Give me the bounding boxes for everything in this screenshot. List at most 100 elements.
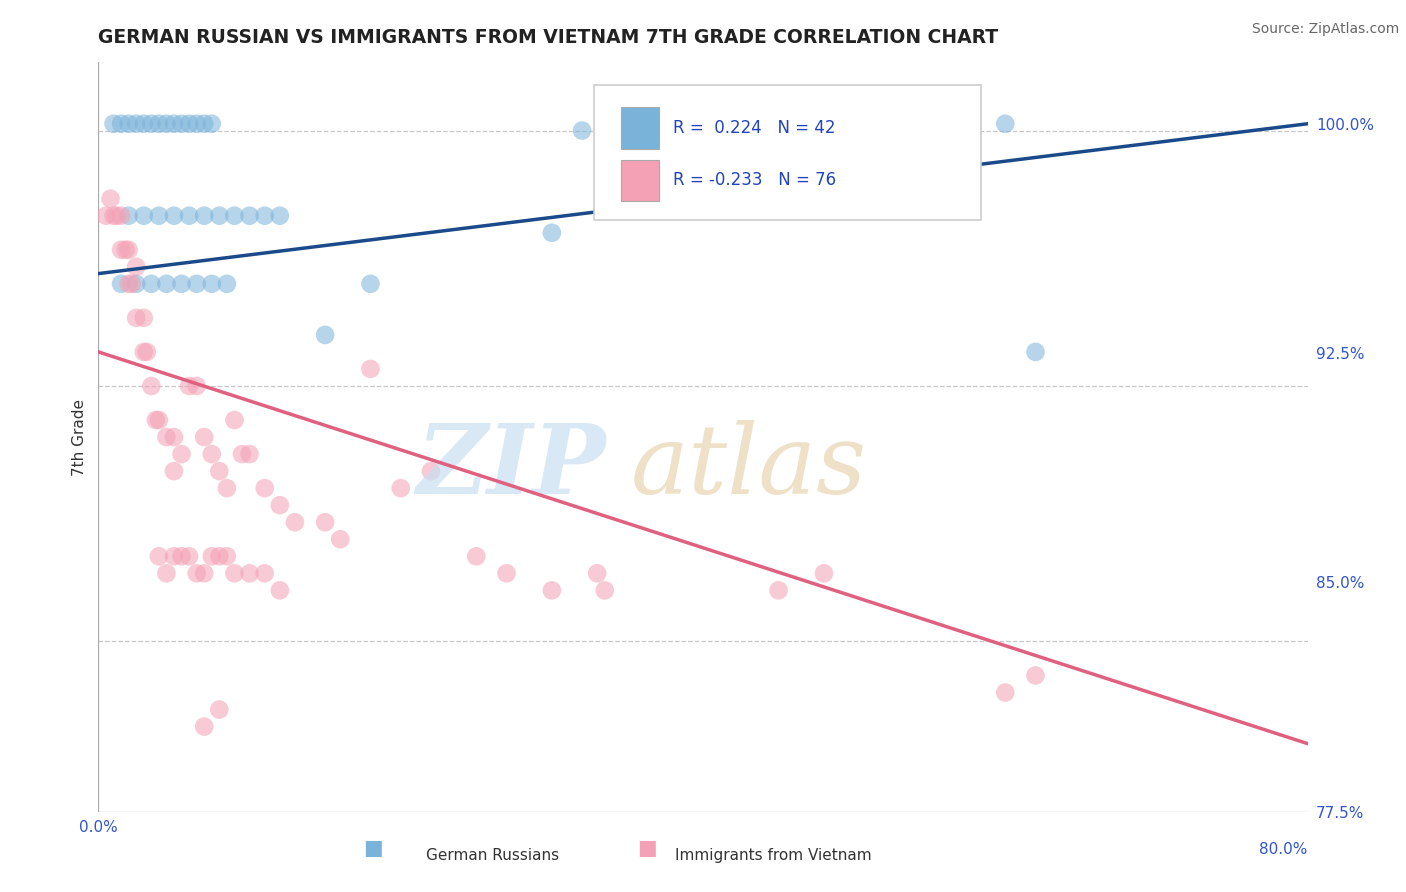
Point [215,481,238,495]
Point [593,583,616,598]
Text: R =  0.224   N = 42: R = 0.224 N = 42 [672,119,835,136]
Point [239,566,262,581]
Point [135,345,157,359]
Text: GERMAN RUSSIAN VS IMMIGRANTS FROM VIETNAM 7TH GRADE CORRELATION CHART: GERMAN RUSSIAN VS IMMIGRANTS FROM VIETNA… [98,28,998,47]
Point [314,515,336,529]
Point [231,447,253,461]
Point [586,566,609,581]
Point [389,481,412,495]
Point [360,277,382,291]
Point [314,327,336,342]
Point [253,209,276,223]
FancyBboxPatch shape [621,160,659,201]
Point [224,566,246,581]
Point [465,549,488,564]
Text: Immigrants from Vietnam: Immigrants from Vietnam [675,848,872,863]
Point [110,243,132,257]
Point [155,566,177,581]
Point [540,583,562,598]
Point [163,209,186,223]
Point [994,685,1017,699]
Point [118,243,141,257]
Point [269,498,291,512]
Point [132,209,155,223]
Y-axis label: 7th Grade: 7th Grade [72,399,87,475]
Point [103,117,125,131]
Text: ZIP: ZIP [416,420,606,514]
Point [132,117,155,131]
Point [193,117,215,131]
Point [540,226,562,240]
Point [163,549,186,564]
Point [329,533,352,547]
Point [224,209,246,223]
Point [125,277,148,291]
Point [768,583,790,598]
Point [155,430,177,444]
Point [179,117,201,131]
Point [201,117,224,131]
Point [186,566,208,581]
Point [253,566,276,581]
Text: atlas: atlas [630,420,866,514]
Point [170,277,193,291]
Point [420,464,443,478]
Point [141,117,163,131]
Point [155,117,177,131]
Point [208,209,231,223]
Point [148,549,170,564]
Text: German Russians: German Russians [426,848,558,863]
Point [201,549,224,564]
Point [269,209,291,223]
Point [163,464,186,478]
Point [170,117,193,131]
Point [201,277,224,291]
Point [110,209,132,223]
Point [141,277,163,291]
Point [179,209,201,223]
Point [186,117,208,131]
Point [215,277,238,291]
Point [193,430,215,444]
Point [495,566,517,581]
Point [186,379,208,393]
Point [100,192,122,206]
Point [813,566,835,581]
Point [118,277,141,291]
Text: R = -0.233   N = 76: R = -0.233 N = 76 [672,171,837,189]
Point [208,464,231,478]
Point [148,209,170,223]
Point [125,117,148,131]
Point [145,413,167,427]
Point [224,413,246,427]
Point [114,243,136,257]
Point [186,277,208,291]
Point [155,277,177,291]
Text: 80.0%: 80.0% [1260,842,1308,857]
Text: Source: ZipAtlas.com: Source: ZipAtlas.com [1251,22,1399,37]
Point [105,209,128,223]
Point [118,209,141,223]
Point [360,362,382,376]
Point [170,447,193,461]
Point [141,379,163,393]
Point [148,117,170,131]
Point [132,345,155,359]
Point [269,583,291,598]
Point [179,379,201,393]
Point [193,209,215,223]
Point [571,123,593,137]
Point [201,447,224,461]
Point [208,702,231,716]
Point [193,720,215,734]
Point [118,117,141,131]
Text: ■: ■ [637,838,657,858]
Point [163,117,186,131]
Point [110,117,132,131]
Point [239,447,262,461]
Point [170,549,193,564]
Point [103,209,125,223]
FancyBboxPatch shape [595,85,981,219]
Point [132,310,155,325]
Point [215,549,238,564]
